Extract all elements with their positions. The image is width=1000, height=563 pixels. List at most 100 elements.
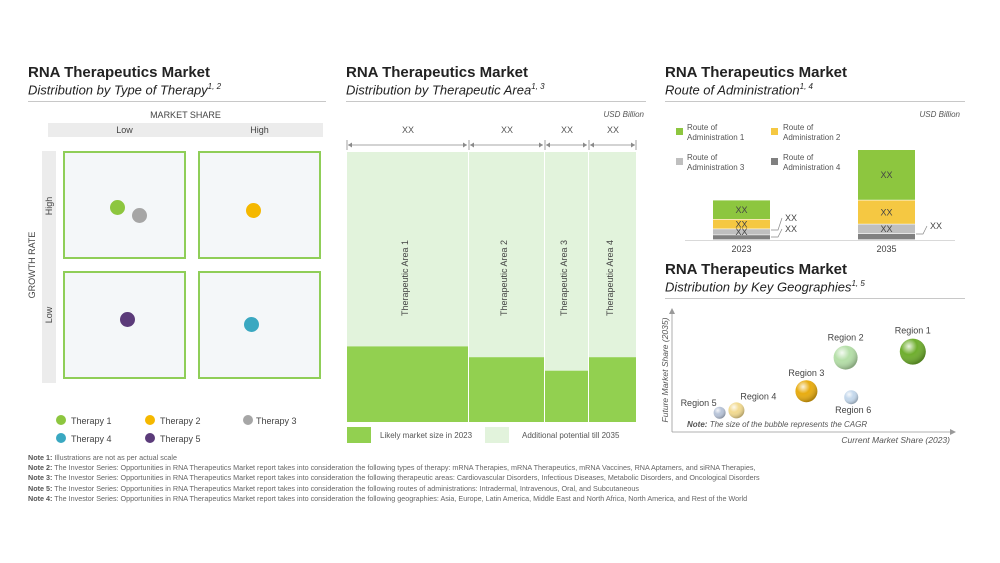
- route-bar-2035-route-of-administration-4: [858, 234, 915, 240]
- legend-market-2023-swatch: [347, 427, 371, 443]
- panel1-rule: [28, 101, 326, 102]
- panel3-subtitle-text: Route of Administration: [665, 82, 800, 98]
- market-share-low-label: Low: [116, 125, 133, 135]
- panel3-rule: [665, 101, 965, 102]
- panel2-title: RNA Therapeutics Market: [346, 64, 528, 81]
- region-5-label: Region 5: [681, 398, 717, 408]
- mekko-width-label-4: XX: [607, 125, 619, 135]
- route-bar-2023-route-of-administration-3: [713, 229, 770, 235]
- panel1-subtitle-text: Distribution by Type of Therapy: [28, 82, 208, 98]
- region-3-bubble-shine: [795, 380, 818, 403]
- legend-therapy-5-label: Therapy 5: [160, 434, 201, 444]
- route-bar-2035-route-of-administration-2: [858, 200, 915, 224]
- mekko-market-bar-3: [545, 370, 588, 422]
- region-5-bubble-shine: [713, 406, 726, 419]
- therapy-2-dot: [246, 203, 261, 218]
- region-6-label: Region 6: [835, 405, 871, 415]
- mekko-width-label-1: XX: [402, 125, 414, 135]
- footnote-3: Note 3: The Investor Series: Opportuniti…: [28, 473, 978, 483]
- legend-potential-2035-label: Additional potential till 2035: [522, 431, 620, 440]
- growth-rate-axis-band: [42, 151, 56, 383]
- therapeutic-area-mekko-chart: XX Therapeutic Area 1 XX Therapeutic Area 2…: [346, 125, 637, 422]
- market-share-axis-band: [48, 123, 323, 137]
- legend-therapy-4-swatch: [56, 433, 66, 443]
- therapy-5-dot: [120, 312, 135, 327]
- panel1-subtitle: Distribution by Type of Therapy1, 2: [28, 82, 221, 97]
- route-bar-2023-route-of-administration-4: [713, 235, 770, 240]
- market-share-axis-title: MARKET SHARE: [150, 110, 221, 120]
- route-category-label-2023: 2023: [731, 244, 751, 254]
- mekko-category-label-3: Therapeutic Area 3: [559, 240, 569, 316]
- geography-bubble-chart: Current Market Share (2023) Future Market…: [660, 308, 956, 445]
- route-2023-side-label-2: XX: [785, 224, 797, 234]
- legend-therapy-1-label: Therapy 1: [71, 416, 112, 426]
- route-2023-connector-1: [771, 217, 783, 231]
- region-2-label: Region 2: [828, 333, 864, 343]
- legend-route-1-label: Route of Administration 1: [687, 123, 745, 142]
- route-bar-label-2035-route-of-administration-3: XX: [880, 224, 892, 234]
- legend-therapy-3-swatch: [243, 415, 253, 425]
- panel4-subtitle-text: Distribution by Key Geographies: [665, 279, 852, 295]
- mekko-width-label-3: XX: [561, 125, 573, 135]
- footnote-5: Note 5: The Investor Series: Opportuniti…: [28, 484, 978, 494]
- legend-therapy-5-swatch: [145, 433, 155, 443]
- footnote-2-label: Note 2:: [28, 463, 53, 473]
- route-bar-label-2035-route-of-administration-1: XX: [880, 170, 892, 180]
- footnote-1: Note 1: Illustrations are not as per act…: [28, 453, 978, 463]
- region-4-bubble-shine: [728, 402, 745, 419]
- legend-route-4-swatch: [771, 158, 778, 165]
- growth-rate-low-label: Low: [44, 306, 54, 324]
- legend-route-3-swatch: [676, 158, 683, 165]
- mekko-market-bar-1: [347, 346, 468, 422]
- panel2-rule: [346, 101, 646, 102]
- legend-route-2-swatch: [771, 128, 778, 135]
- footnote-5-text: The Investor Series: Opportunities in RN…: [54, 483, 640, 493]
- route-bar-label-2023-route-of-administration-2: XX: [735, 219, 747, 229]
- therapy-4-dot: [244, 317, 259, 332]
- quadrant-high-low: [198, 271, 321, 379]
- panel4-subtitle-sup: 1, 5: [851, 279, 865, 288]
- panel1-subtitle-sup: 1, 2: [207, 82, 222, 91]
- geo-bubble-note-text: The size of the bubble represents the CA…: [709, 420, 868, 429]
- mekko-width-label-2: XX: [501, 125, 513, 135]
- legend-potential-2035-swatch: [485, 427, 509, 443]
- panel2-subtitle-text: Distribution by Therapeutic Area: [346, 82, 532, 98]
- region-4-label: Region 4: [740, 391, 776, 401]
- legend-therapy-2-label: Therapy 2: [160, 416, 201, 426]
- geo-x-axis-arrow: [950, 429, 956, 435]
- geo-bubble-note-label: Note:: [687, 420, 708, 429]
- geo-x-axis-label: Current Market Share (2023): [841, 435, 950, 445]
- region-3-label: Region 3: [788, 368, 824, 378]
- route-bar-label-2023-route-of-administration-3: XX: [735, 227, 747, 237]
- route-category-label-2035: 2035: [876, 244, 896, 254]
- region-1-bubble-shine: [899, 338, 926, 365]
- route-2035-side-label: XX: [930, 221, 942, 231]
- legend-route-3-label: Route of Administration 3: [687, 153, 745, 172]
- legend-therapy-2-swatch: [145, 415, 155, 425]
- panel4-subtitle: Distribution by Key Geographies1, 5: [665, 279, 865, 294]
- footnote-2-text: The Investor Series: Opportunities in RN…: [54, 463, 756, 473]
- footnote-1-text: Illustrations are not as per actual scal…: [54, 453, 178, 462]
- route-bar-2035-route-of-administration-1: [858, 150, 915, 200]
- panel2-subtitle: Distribution by Therapeutic Area1, 3: [346, 82, 545, 97]
- panel3-title: RNA Therapeutics Market: [665, 64, 847, 81]
- mekko-potential-bar-4: [589, 152, 636, 358]
- mekko-potential-bar-1: [347, 152, 468, 347]
- footnote-3-label: Note 3:: [28, 473, 53, 483]
- route-2035-connector: [916, 225, 928, 235]
- legend-market-2023-label: Likely market size in 2023: [380, 431, 473, 440]
- route-2023-side-label-1: XX: [785, 213, 797, 223]
- footnote-2: Note 2: The Investor Series: Opportuniti…: [28, 463, 978, 473]
- legend-route-4-label: Route of Administration 4: [783, 153, 841, 172]
- panel2-unit: USD Billion: [603, 110, 644, 119]
- panel1-title: RNA Therapeutics Market: [28, 64, 210, 81]
- panel4-rule: [665, 298, 965, 299]
- footnote-4-text: The Investor Series: Opportunities in RN…: [54, 493, 748, 503]
- panel3-unit: USD Billion: [919, 110, 960, 119]
- panel3-subtitle: Route of Administration1, 4: [665, 82, 813, 97]
- route-bar-2035-route-of-administration-3: [858, 224, 915, 234]
- mekko-category-label-4: Therapeutic Area 4: [605, 240, 615, 316]
- legend-therapy-1-swatch: [56, 415, 66, 425]
- mekko-market-bar-4: [589, 357, 636, 422]
